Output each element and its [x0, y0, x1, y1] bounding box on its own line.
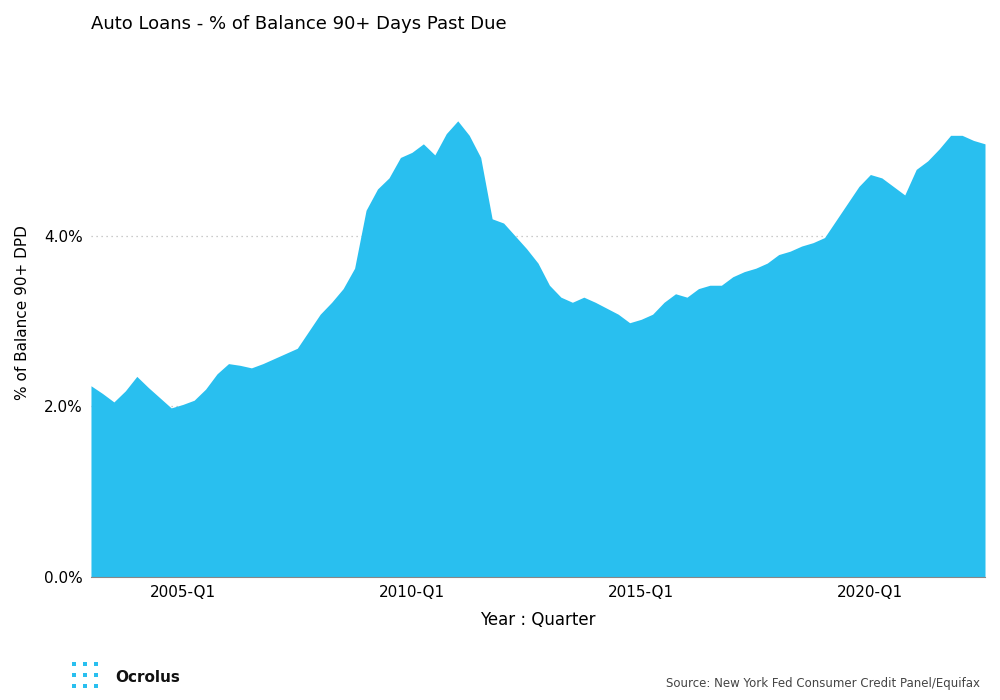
- Y-axis label: % of Balance 90+ DPD: % of Balance 90+ DPD: [15, 225, 30, 400]
- Text: Auto Loans - % of Balance 90+ Days Past Due: Auto Loans - % of Balance 90+ Days Past …: [91, 15, 507, 33]
- Text: Ocrolus: Ocrolus: [115, 670, 180, 685]
- X-axis label: Year : Quarter: Year : Quarter: [480, 611, 596, 629]
- Text: Source: New York Fed Consumer Credit Panel/Equifax: Source: New York Fed Consumer Credit Pan…: [666, 676, 980, 690]
